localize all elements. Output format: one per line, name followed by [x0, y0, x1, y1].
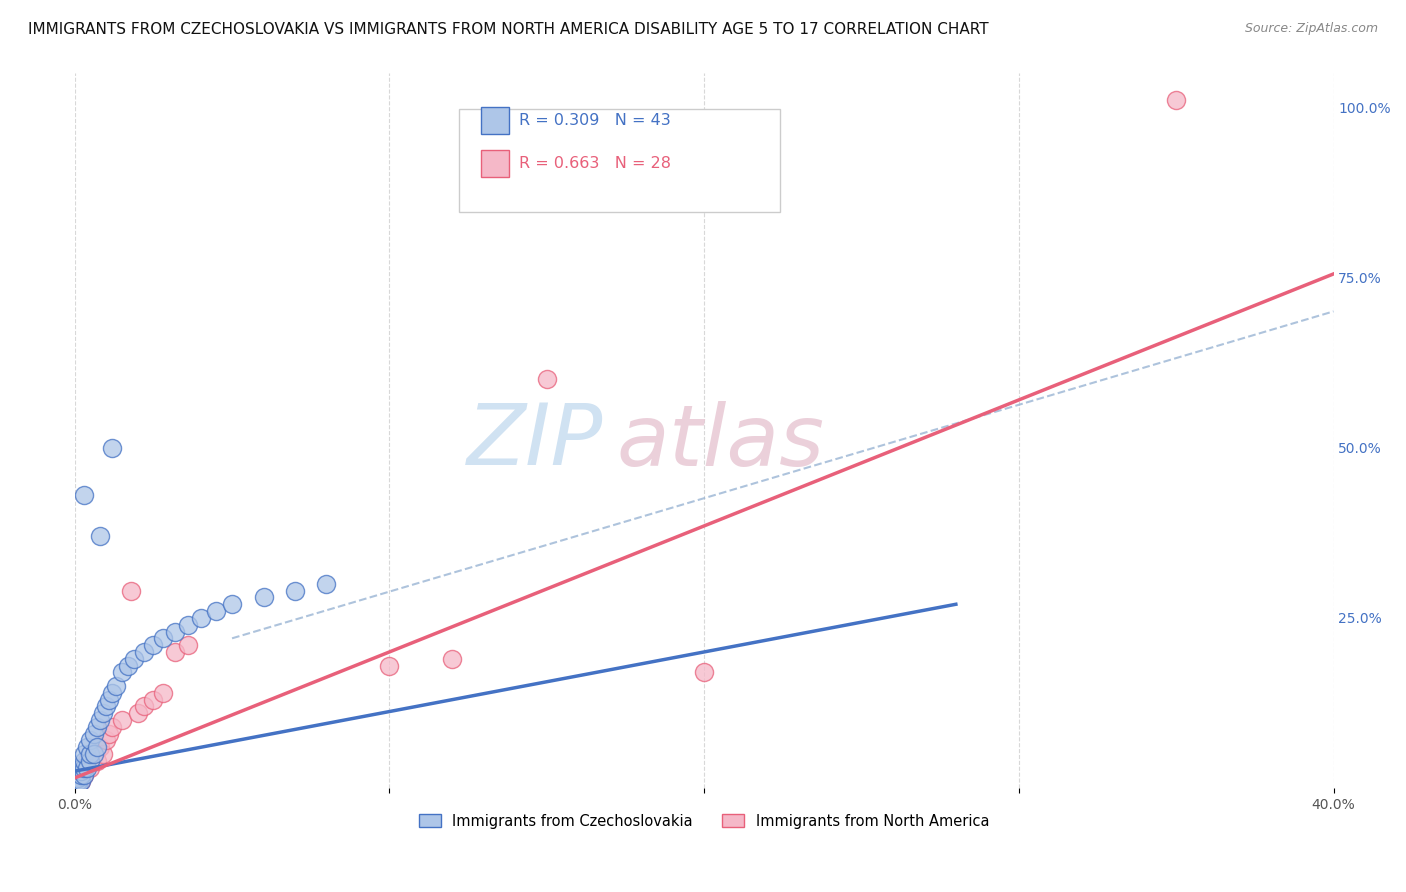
Text: Source: ZipAtlas.com: Source: ZipAtlas.com — [1244, 22, 1378, 36]
Point — [73, 767, 96, 781]
Point — [79, 747, 101, 761]
Point — [117, 658, 139, 673]
Point — [66, 778, 89, 792]
Point — [536, 372, 558, 386]
Point — [86, 740, 108, 755]
Point — [101, 720, 124, 734]
Point — [73, 767, 96, 781]
Point — [190, 611, 212, 625]
Point — [66, 778, 89, 792]
Point — [101, 441, 124, 455]
Point — [132, 645, 155, 659]
Point — [83, 727, 105, 741]
Point — [101, 686, 124, 700]
Point — [86, 754, 108, 768]
Point — [70, 774, 93, 789]
Point — [73, 488, 96, 502]
Point — [89, 529, 111, 543]
Point — [693, 665, 716, 680]
Point — [70, 764, 93, 779]
Point — [73, 761, 96, 775]
Point — [91, 747, 114, 761]
Point — [165, 624, 187, 639]
Point — [98, 692, 121, 706]
Point — [89, 740, 111, 755]
Point — [66, 771, 89, 785]
Point — [142, 638, 165, 652]
Point — [79, 754, 101, 768]
Point — [152, 686, 174, 700]
Point — [127, 706, 149, 721]
Point — [73, 747, 96, 761]
Point — [70, 774, 93, 789]
Point — [94, 733, 117, 747]
Point — [98, 727, 121, 741]
Point — [70, 767, 93, 781]
Point — [315, 577, 337, 591]
Point — [70, 767, 93, 781]
Point — [142, 692, 165, 706]
Point — [83, 747, 105, 761]
Point — [111, 713, 134, 727]
Point — [89, 713, 111, 727]
Point — [79, 733, 101, 747]
Text: R = 0.663   N = 28: R = 0.663 N = 28 — [519, 156, 671, 171]
Point — [177, 638, 200, 652]
Point — [76, 761, 98, 775]
Point — [76, 754, 98, 768]
Point — [221, 597, 243, 611]
Legend: Immigrants from Czechoslovakia, Immigrants from North America: Immigrants from Czechoslovakia, Immigran… — [413, 808, 995, 835]
Point — [1166, 93, 1188, 107]
Text: IMMIGRANTS FROM CZECHOSLOVAKIA VS IMMIGRANTS FROM NORTH AMERICA DISABILITY AGE 5: IMMIGRANTS FROM CZECHOSLOVAKIA VS IMMIGR… — [28, 22, 988, 37]
Point — [205, 604, 228, 618]
Point — [66, 774, 89, 789]
Point — [252, 591, 274, 605]
Bar — [481, 107, 509, 134]
Point — [111, 665, 134, 680]
Point — [120, 583, 142, 598]
Point — [165, 645, 187, 659]
Point — [79, 761, 101, 775]
Point — [94, 699, 117, 714]
Text: ZIP: ZIP — [467, 400, 603, 483]
Text: R = 0.309   N = 43: R = 0.309 N = 43 — [519, 113, 671, 128]
Point — [104, 679, 127, 693]
Point — [152, 632, 174, 646]
Point — [441, 652, 464, 666]
Point — [66, 774, 89, 789]
Point — [83, 747, 105, 761]
Point — [73, 754, 96, 768]
Text: atlas: atlas — [616, 401, 824, 484]
FancyBboxPatch shape — [458, 109, 779, 212]
Point — [284, 583, 307, 598]
Point — [70, 761, 93, 775]
Point — [86, 720, 108, 734]
Point — [76, 740, 98, 755]
Point — [378, 658, 401, 673]
Point — [177, 617, 200, 632]
Bar — [481, 150, 509, 177]
Point — [73, 761, 96, 775]
Point — [124, 652, 146, 666]
Point — [132, 699, 155, 714]
Point — [91, 706, 114, 721]
